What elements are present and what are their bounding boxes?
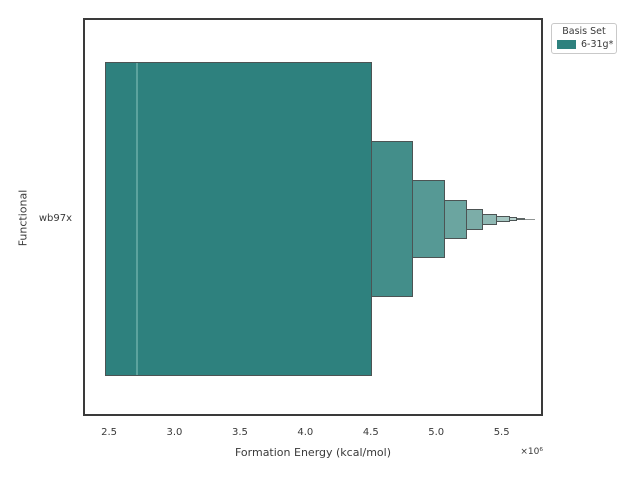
x-axis-label: Formation Energy (kcal/mol) (234, 446, 392, 459)
median-line (136, 63, 139, 375)
y-tick-label: wb97x (38, 213, 72, 224)
x-tick-label: 5.5 (493, 427, 510, 438)
legend-entry: 6-31g* (552, 39, 616, 50)
x-tick-label: 2.5 (101, 427, 117, 438)
plot-area (83, 18, 543, 416)
legend-title: Basis Set (562, 26, 606, 37)
x-axis-ticks: 2.5 3.0 3.5 4.0 4.5 5.0 5.5 (0, 427, 640, 441)
boxen-box (516, 218, 526, 220)
legend-entry-label: 6-31g* (581, 39, 614, 50)
x-axis-offset-text: ×10⁶ (520, 447, 543, 457)
boxen-box (105, 62, 372, 376)
x-tick-label: 3.0 (166, 427, 183, 438)
x-tick-label: 4.5 (362, 427, 379, 438)
x-tick-label: 4.0 (297, 427, 314, 438)
x-tick-label: 3.5 (231, 427, 248, 438)
legend: Basis Set 6-31g* (551, 23, 617, 54)
x-tick-label: 5.0 (428, 427, 445, 438)
legend-swatch (557, 40, 576, 49)
boxen-box (525, 218, 536, 220)
